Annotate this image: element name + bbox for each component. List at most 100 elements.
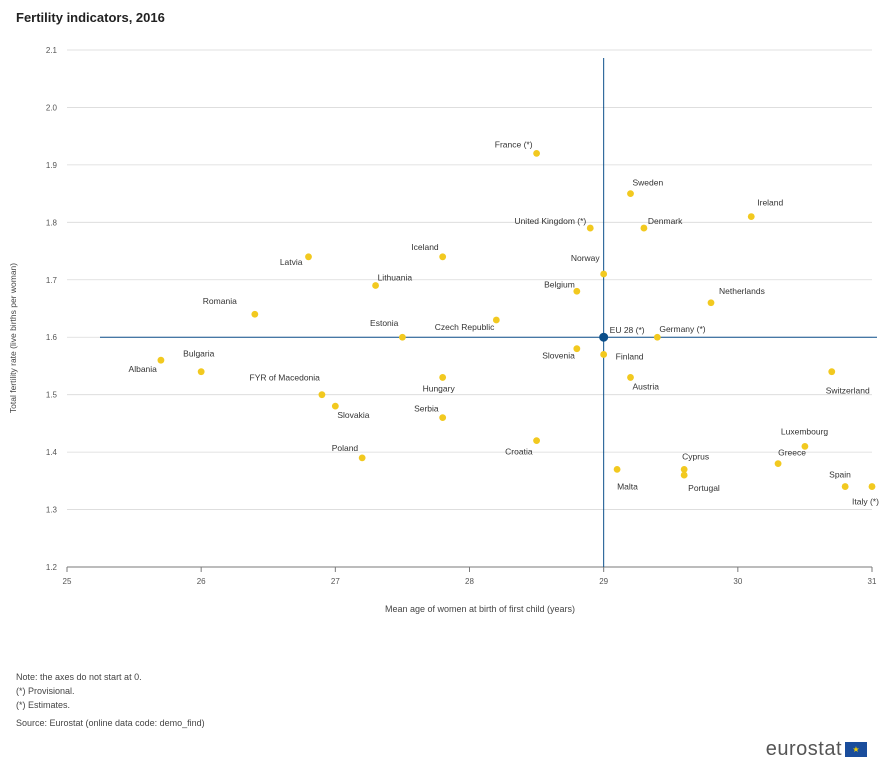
label-germany: Germany (*) [659,324,705,334]
point-sweden [627,190,634,198]
y-tick-1.2: 1.2 [46,563,58,572]
y-tick-1.3: 1.3 [46,506,58,515]
y-tick-1.7: 1.7 [46,276,58,285]
logo-text: eurostat [765,738,842,760]
point-italy [868,483,876,490]
point-hungary [439,374,447,381]
x-tick-29: 29 [599,577,608,586]
label-bulgaria: Bulgaria [183,349,214,359]
point-serbia [439,414,447,422]
point-cyprus [680,465,688,473]
point-luxembourg [801,442,809,450]
label-norway: Norway [571,253,601,263]
y-tick-1.4: 1.4 [46,448,58,457]
label-belgium: Belgium [544,279,575,289]
label-albania: Albania [129,364,158,374]
eu-reference-lines [100,58,877,567]
y-tick-1.8: 1.8 [46,218,58,227]
x-tick-27: 27 [331,577,340,586]
point-portugal [680,471,688,479]
point-malta [613,465,621,473]
y-tick-1.6: 1.6 [46,333,58,342]
label-cyprus: Cyprus [682,451,709,461]
label-poland: Poland [332,443,359,453]
label-malta: Malta [617,481,638,491]
label-greece: Greece [778,448,806,458]
scatter-chart: 1.2 1.3 1.4 1.5 1.6 1.7 1.8 1.9 2.0 2.1 25 26 27 28 29… [8,46,880,614]
point-spain [841,483,849,490]
y-tick-1.9: 1.9 [46,161,58,170]
point-latvia [305,253,312,261]
point-lithuania [372,282,379,289]
label-denmark: Denmark [648,216,683,226]
point-ireland [747,213,755,220]
label-france: France (*) [495,139,533,149]
label-fyr-of-macedonia: FYR of Macedonia [250,373,321,383]
label-estonia: Estonia [370,318,399,328]
label-finland: Finland [616,351,644,361]
point-eu-28 [599,332,609,342]
point-austria [627,374,634,381]
point-finland [600,351,608,358]
point-france [533,150,540,157]
x-tick-28: 28 [465,577,474,586]
point-netherlands [707,299,715,307]
label-united-kingdom: United Kingdom (*) [514,216,586,226]
point-albania [157,356,165,364]
label-eu-28: EU 28 (*) [610,325,645,335]
point-bulgaria [197,368,205,376]
x-tick-30: 30 [733,577,742,586]
label-croatia: Croatia [505,447,533,457]
point-estonia [399,333,406,341]
label-ireland: Ireland [757,198,783,208]
point-slovakia [331,402,339,410]
note-provisional: (*) Provisional. [16,686,75,696]
label-serbia: Serbia [414,404,439,414]
label-sweden: Sweden [633,178,664,188]
point-romania [251,310,259,318]
label-czech-republic: Czech Republic [435,322,495,332]
point-poland [358,454,366,462]
label-lithuania: Lithuania [378,273,413,283]
label-austria: Austria [633,381,660,391]
note-estimates: (*) Estimates. [16,700,71,710]
point-norway [600,270,608,278]
note-axes: Note: the axes do not start at 0. [16,672,142,682]
y-tick-2.1: 2.1 [46,46,58,55]
label-spain: Spain [829,470,851,480]
label-iceland: Iceland [411,242,439,252]
label-slovenia: Slovenia [542,351,575,361]
label-romania: Romania [203,296,237,306]
point-iceland [439,253,447,261]
data-points: France (*) Sweden Ireland United Kingdom (*… [129,139,880,506]
source-note: Source: Eurostat (online data code: demo… [16,718,205,728]
label-netherlands: Netherlands [719,286,765,296]
point-switzerland [828,368,836,376]
label-switzerland: Switzerland [826,386,870,396]
y-axis-label: Total fertility rate (live births per wo… [8,263,18,413]
point-slovenia [573,345,581,353]
y-tick-2.0: 2.0 [46,103,58,112]
eurostat-logo: eurostat ★ [766,738,867,761]
label-latvia: Latvia [280,257,303,267]
x-axis-label: Mean age of women at birth of first chil… [385,604,575,614]
label-slovakia: Slovakia [337,410,369,420]
x-tick-26: 26 [197,577,206,586]
axes: 1.2 1.3 1.4 1.5 1.6 1.7 1.8 1.9 2.0 2.1 25 26 27 28 29… [46,46,877,586]
chart-title: Fertility indicators, 2016 [16,10,165,25]
x-tick-25: 25 [63,577,72,586]
x-tick-31: 31 [868,577,877,586]
label-hungary: Hungary [423,383,456,393]
point-greece [774,460,782,467]
point-united-kingdom [586,224,594,232]
y-tick-1.5: 1.5 [46,391,58,400]
point-belgium [573,287,581,295]
label-italy: Italy (*) [852,497,879,507]
point-fyr-of-macedonia [318,391,326,399]
grid-lines [67,49,872,510]
point-czech-republic [492,316,500,324]
point-denmark [640,224,648,232]
label-luxembourg: Luxembourg [781,426,829,436]
label-portugal: Portugal [688,483,720,493]
point-germany [653,333,661,341]
